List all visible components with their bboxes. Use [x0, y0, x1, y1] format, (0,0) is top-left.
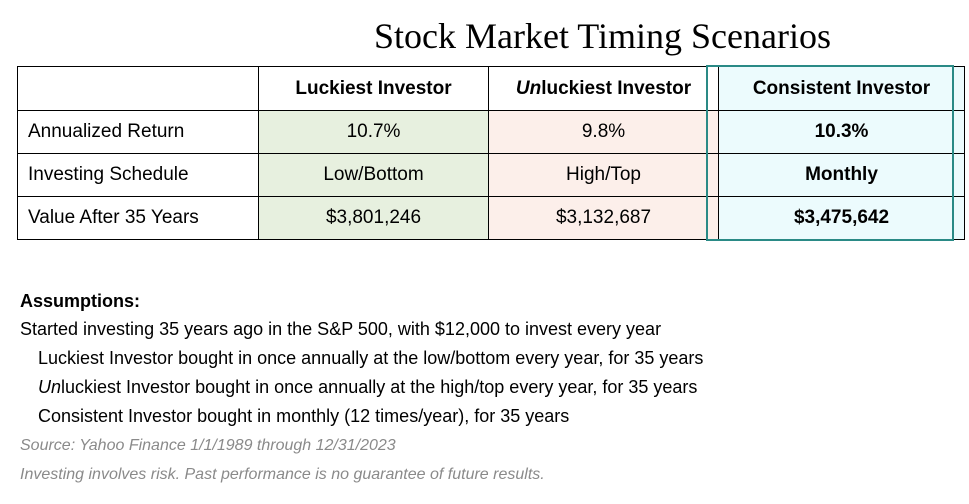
header-consistent-investor: Consistent Investor — [718, 66, 965, 111]
table-row: Investing Schedule Low/Bottom High/Top M… — [17, 153, 965, 197]
assumption-line: Consistent Investor bought in monthly (1… — [38, 406, 570, 426]
row-label: Value After 35 Years — [17, 196, 259, 240]
table-header-row: Luckiest Investor Unluckiest Investor Co… — [17, 66, 965, 111]
unlucky-value-after-35-years: $3,132,687 — [488, 196, 719, 240]
assumption-line: Unluckiest Investor bought in once annua… — [20, 373, 960, 402]
table-row: Annualized Return 10.7% 9.8% 10.3% — [17, 110, 965, 154]
table-row: Value After 35 Years $3,801,246 $3,132,6… — [17, 196, 965, 240]
lucky-annualized-return: 10.7% — [258, 110, 489, 154]
assumption-emphasis: Un — [38, 377, 62, 397]
comparison-table: Luckiest Investor Unluckiest Investor Co… — [17, 66, 965, 240]
source-note: Source: Yahoo Finance 1/1/1989 through 1… — [20, 437, 396, 454]
row-label: Annualized Return — [17, 110, 259, 154]
assumption-line-rest: luckiest Investor bought in once annuall… — [61, 377, 698, 397]
assumptions-heading: Assumptions: — [20, 291, 141, 311]
header-luckiest-investor: Luckiest Investor — [258, 66, 489, 111]
header-unluckiest-emphasis: Un — [515, 77, 542, 99]
header-blank-cell — [17, 66, 259, 111]
unlucky-investing-schedule: High/Top — [488, 153, 719, 197]
consistent-investing-schedule: Monthly — [718, 153, 965, 197]
assumptions-section: Assumptions: Started investing 35 years … — [20, 287, 960, 489]
row-label: Investing Schedule — [17, 153, 259, 197]
header-unluckiest-investor: Unluckiest Investor — [488, 66, 719, 111]
unlucky-annualized-return: 9.8% — [488, 110, 719, 154]
consistent-annualized-return: 10.3% — [718, 110, 965, 154]
disclaimer-note: Investing involves risk. Past performanc… — [20, 466, 545, 483]
consistent-value-after-35-years: $3,475,642 — [718, 196, 965, 240]
lucky-investing-schedule: Low/Bottom — [258, 153, 489, 197]
page-title: Stock Market Timing Scenarios — [374, 16, 831, 56]
header-unluckiest-rest: luckiest Investor — [541, 77, 692, 99]
assumption-line: Started investing 35 years ago in the S&… — [20, 319, 662, 339]
lucky-value-after-35-years: $3,801,246 — [258, 196, 489, 240]
assumption-line: Luckiest Investor bought in once annuall… — [38, 348, 704, 368]
